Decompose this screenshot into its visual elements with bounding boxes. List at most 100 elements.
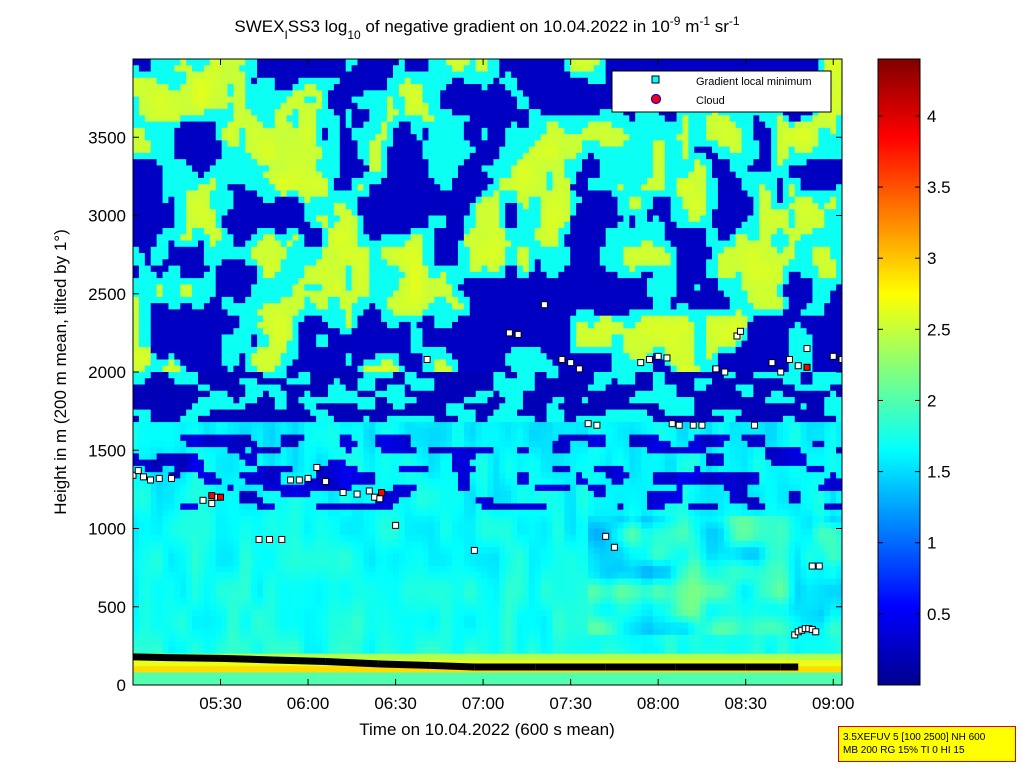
heatmap-cell (304, 96, 311, 104)
heatmap-cell (257, 290, 264, 298)
heatmap-cell (345, 152, 353, 160)
heatmap-cell (168, 678, 175, 685)
heatmap-cell (304, 353, 311, 361)
heatmap-cell (292, 209, 300, 217)
heatmap-cell (292, 522, 300, 530)
heatmap-cell (227, 572, 235, 580)
heatmap-cell (327, 528, 335, 536)
heatmap-cell (251, 384, 258, 392)
heatmap-cell (369, 372, 376, 379)
heatmap-cell (221, 591, 229, 598)
heatmap-cell (375, 428, 382, 436)
heatmap-cell (262, 196, 270, 204)
heatmap-cell (239, 572, 246, 580)
heatmap-cell (298, 296, 305, 304)
heatmap-cell (422, 603, 430, 611)
heatmap-cell (298, 490, 305, 498)
heatmap-cell (416, 403, 424, 411)
heatmap-cell (233, 447, 240, 454)
heatmap-cell (221, 321, 229, 329)
heatmap-cell (316, 196, 323, 204)
heatmap-cell (156, 453, 164, 461)
heatmap-cell (322, 65, 329, 73)
heatmap-cell (138, 459, 146, 467)
heatmap-cell (422, 278, 430, 285)
heatmap-cell (381, 303, 388, 310)
heatmap-cell (268, 616, 276, 623)
heatmap-cell (392, 246, 400, 254)
heatmap-cell (322, 647, 329, 655)
heatmap-cell (387, 271, 394, 279)
heatmap-cell (351, 359, 359, 367)
heatmap-cell (304, 453, 311, 461)
heatmap-cell (322, 228, 329, 235)
heatmap-cell (221, 71, 229, 79)
heatmap-cell (286, 390, 294, 398)
heatmap-cell (221, 309, 229, 317)
heatmap-cell (410, 603, 418, 611)
heatmap-cell (369, 440, 376, 448)
heatmap-cell (387, 647, 394, 655)
heatmap-cell (381, 666, 388, 674)
heatmap-cell (404, 522, 412, 530)
heatmap-cell (162, 253, 170, 260)
heatmap-cell (322, 177, 329, 185)
heatmap-cell (156, 359, 164, 367)
heatmap-cell (251, 490, 258, 498)
heatmap-cell (233, 196, 240, 204)
heatmap-cell (245, 265, 252, 273)
heatmap-cell (221, 378, 229, 386)
heatmap-cell (339, 146, 347, 154)
heatmap-cell (298, 653, 305, 661)
heatmap-cell (357, 146, 365, 154)
heatmap-cell (257, 447, 264, 454)
heatmap-cell (209, 578, 217, 586)
heatmap-cell (298, 146, 305, 154)
heatmap-cell (251, 641, 258, 649)
heatmap-cell (404, 409, 412, 417)
heatmap-cell (422, 503, 430, 511)
heatmap-cell (268, 678, 276, 685)
heatmap-cell (310, 372, 317, 379)
heatmap-cell (203, 65, 211, 73)
heatmap-cell (138, 228, 146, 235)
heatmap-cell (203, 171, 211, 179)
heatmap-cell (357, 453, 365, 461)
heatmap-cell (239, 365, 246, 373)
heatmap-cell (422, 372, 430, 379)
heatmap-cell (162, 678, 170, 685)
heatmap-cell (156, 190, 164, 198)
heatmap-cell (180, 597, 187, 605)
heatmap-cell (339, 365, 347, 373)
heatmap-cell (280, 146, 288, 154)
heatmap-cell (180, 246, 187, 254)
heatmap-cell (416, 184, 424, 192)
heatmap-cell (345, 434, 353, 442)
heatmap-cell (162, 221, 170, 229)
heatmap-cell (333, 365, 341, 373)
heatmap-cell (251, 84, 258, 91)
heatmap-cell (233, 503, 240, 511)
heatmap-cell (180, 678, 187, 685)
heatmap-cell (339, 547, 347, 555)
heatmap-cell (192, 265, 199, 273)
heatmap-cell (262, 641, 270, 649)
heatmap-cell (233, 140, 240, 148)
heatmap-cell (274, 303, 282, 310)
heatmap-cell (162, 215, 170, 223)
heatmap-cell (387, 378, 394, 386)
heatmap-cell (197, 603, 205, 611)
heatmap-cell (280, 528, 288, 536)
heatmap-cell (327, 447, 335, 454)
heatmap-cell (375, 616, 382, 623)
heatmap-cell (316, 171, 323, 179)
heatmap-cell (416, 522, 424, 530)
heatmap-cell (162, 515, 170, 523)
heatmap-cell (327, 603, 335, 611)
heatmap-cell (345, 547, 353, 555)
heatmap-cell (363, 534, 370, 542)
heatmap-cell (197, 228, 205, 235)
heatmap-cell (304, 146, 311, 154)
heatmap-cell (345, 459, 353, 467)
heatmap-cell (316, 622, 323, 630)
